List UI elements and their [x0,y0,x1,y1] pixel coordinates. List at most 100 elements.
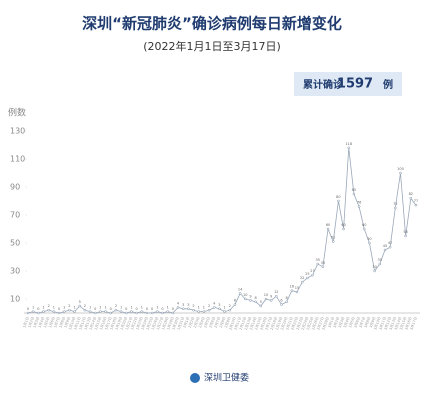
x-tick-label: 1月17日 [103,316,112,331]
data-point [192,308,195,312]
x-tick-label: 1月9日 [63,316,72,328]
data-label: 2 [84,304,86,308]
data-point [26,311,30,315]
data-label: 1 [32,306,34,310]
data-point [378,262,382,266]
data-point [399,171,402,175]
y-tick-label: 110 [10,155,25,164]
data-point [119,310,123,313]
data-point [78,304,81,308]
x-tick-label: 2月13日 [243,316,252,331]
x-tick-label: 2月1日 [182,316,191,328]
data-label: 3 [218,303,220,307]
x-tick-label: 3月8日 [363,316,372,328]
x-tick-label: 3月1日 [326,316,335,328]
data-label: 2 [48,304,50,308]
data-label: 0 [58,307,60,311]
data-point [259,304,263,308]
data-point [347,146,350,150]
data-label: 5 [79,300,81,304]
data-label: 80 [336,195,340,199]
data-label: 8 [286,296,288,300]
source: 深圳卫健委 [204,372,249,384]
x-tick-label: 1月19日 [114,316,123,331]
data-point [368,241,371,245]
x-tick-label: 3月16日 [403,316,412,331]
x-tick-label: 3月11日 [377,316,386,331]
data-point [300,280,304,284]
data-point [42,310,45,313]
data-label: 77 [414,199,418,203]
x-tick-label: 3月12日 [383,316,392,331]
y-tick-label: 10 [10,295,20,304]
data-label: 15 [295,286,299,290]
chart-title: 深圳“新冠肺炎”确诊病例每日新增变化 [82,15,342,33]
data-point [249,299,252,302]
data-point [94,311,97,315]
data-point [311,273,314,277]
data-point [68,308,71,312]
data-point [212,306,216,309]
x-tick-label: 1月13日 [83,316,92,331]
total-value: 1597 [337,77,373,92]
data-label: 2 [115,304,117,308]
data-label: 1 [89,306,91,310]
x-tick-label: 2月20日 [279,316,288,331]
data-label: 1 [141,306,143,310]
data-point [109,311,113,315]
x-tick-label: 1月14日 [88,316,97,331]
x-tick-label: 1月18日 [108,316,117,331]
data-label: 1 [203,306,205,310]
data-point [409,196,413,200]
data-point [171,311,175,315]
x-tick-label: 1月15日 [93,316,102,331]
x-tick-label: 2月25日 [305,316,314,331]
data-point [218,307,221,311]
data-label: 8 [255,296,257,300]
data-point [290,289,294,292]
data-point [181,307,185,311]
data-label: 10 [264,293,268,297]
x-tick-label: 3月7日 [358,316,367,328]
data-label: 0 [172,307,174,311]
x-tick-label: 3月4日 [342,316,351,328]
y-tick-label: 50 [10,239,20,248]
x-tick-label: 2月5日 [202,316,211,328]
data-label: 1 [63,306,65,310]
data-label: 35 [315,258,319,262]
data-label: 22 [300,276,304,280]
data-point [254,300,257,304]
data-point [306,276,309,280]
data-label: 10 [243,293,247,297]
x-tick-label: 2月2日 [187,316,196,328]
data-point [316,262,319,266]
x-tick-label: 3月9日 [368,316,377,328]
data-point [228,308,232,312]
data-label: 0 [27,307,29,311]
data-point [187,307,190,311]
x-tick-label: 1月11日 [72,316,81,331]
x-tick-label: 2月7日 [213,316,222,328]
data-point [88,310,92,313]
x-tick-label: 2月18日 [269,316,278,331]
data-point [233,303,237,306]
y-tick-label: 130 [10,127,25,136]
series-line [27,147,417,314]
data-label: 33 [321,261,325,265]
x-tick-label: 3月17日 [408,316,417,331]
data-label: 1 [130,306,132,310]
data-label: 2 [68,304,70,308]
data-point [337,199,340,203]
data-label: 4 [177,301,180,305]
x-tick-label: 1月3日 [32,316,41,328]
data-label: 45 [383,244,387,248]
data-label: 0 [136,307,138,311]
x-tick-label: 3月6日 [352,316,361,328]
y-tick-label: 70 [10,211,20,220]
data-label: 1 [99,306,101,310]
data-label: 0 [94,307,96,311]
x-tick-label: 2月26日 [310,316,319,331]
data-point [357,205,361,208]
x-tick-label: 1月5日 [42,316,51,328]
data-point [135,311,138,315]
